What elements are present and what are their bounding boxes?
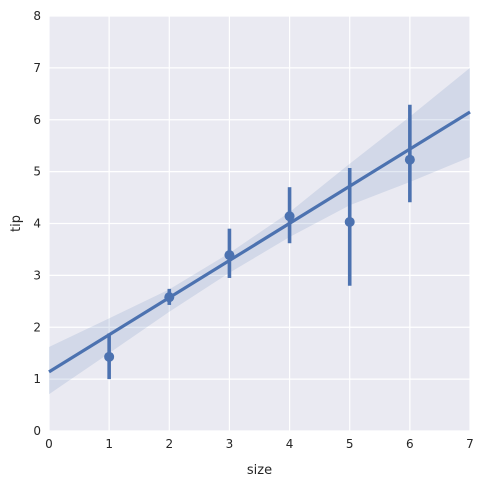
x-tick-label: 1 xyxy=(105,437,113,451)
y-tick-labels: 0 1 2 3 4 5 6 7 8 xyxy=(33,9,41,438)
x-tick-label: 5 xyxy=(346,437,354,451)
data-point xyxy=(104,351,115,362)
y-tick-label: 3 xyxy=(33,268,41,282)
x-tick-label: 2 xyxy=(165,437,173,451)
y-tick-label: 5 xyxy=(33,165,41,179)
y-tick-label: 0 xyxy=(33,424,41,438)
data-point xyxy=(344,216,355,227)
x-tick-label: 6 xyxy=(406,437,414,451)
regression-line xyxy=(48,110,471,374)
x-tick-label: 7 xyxy=(466,437,474,451)
y-tick-label: 7 xyxy=(33,61,41,75)
x-tick-label: 3 xyxy=(226,437,234,451)
data-point xyxy=(284,211,295,222)
x-tick-label: 0 xyxy=(45,437,53,451)
y-tick-label: 8 xyxy=(33,9,41,23)
data-point xyxy=(164,292,175,303)
data-point xyxy=(224,250,235,261)
data-points xyxy=(104,154,415,362)
data-point xyxy=(404,154,415,165)
grid xyxy=(48,15,471,432)
y-axis-label: tip xyxy=(9,215,24,232)
x-tick-label: 4 xyxy=(286,437,294,451)
y-tick-label: 2 xyxy=(33,320,41,334)
x-tick-labels: 0 1 2 3 4 5 6 7 xyxy=(45,437,474,451)
regression-ci-band xyxy=(49,67,470,395)
y-tick-label: 6 xyxy=(33,113,41,127)
y-tick-label: 1 xyxy=(33,372,41,386)
y-tick-label: 4 xyxy=(33,217,41,231)
x-axis-label: size xyxy=(247,463,272,478)
